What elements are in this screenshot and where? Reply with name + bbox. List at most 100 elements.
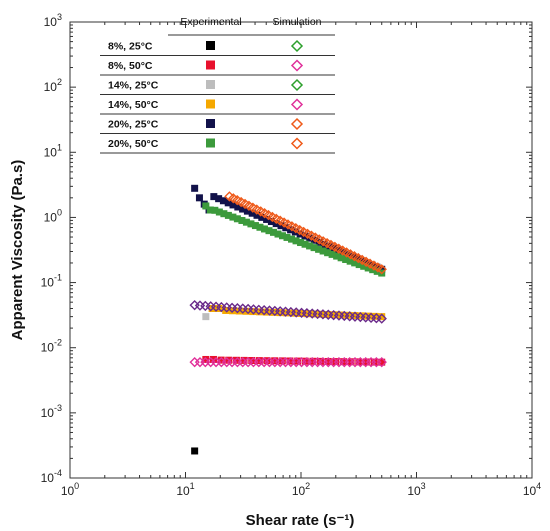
experimental-point: [215, 195, 223, 203]
legend-experimental-swatch: [206, 119, 215, 128]
simulation-point: [376, 264, 387, 275]
legend-row-label: 14%, 25°C: [108, 80, 159, 92]
experimental-point: [288, 235, 296, 243]
axis-ticks: [69, 21, 533, 479]
x-tick-label: 100: [61, 481, 79, 498]
experimental-point: [378, 265, 386, 273]
experimental-point: [238, 216, 246, 224]
legend-row-label: 20%, 50°C: [108, 138, 159, 150]
experimental-point: [274, 230, 282, 238]
experimental-point: [232, 356, 240, 364]
experimental-point: [276, 309, 284, 317]
x-axis-title: Shear rate (s⁻¹): [246, 512, 355, 529]
experimental-point: [330, 311, 338, 319]
experimental-point: [337, 254, 345, 262]
experimental-point: [258, 213, 266, 221]
y-tick-label: 100: [44, 207, 62, 224]
experimental-point: [243, 207, 251, 215]
legend-row-label: 8%, 25°C: [108, 41, 153, 53]
experimental-point: [202, 355, 210, 363]
legend-simulation-swatch: [290, 137, 304, 150]
experimental-point: [324, 249, 332, 257]
legend-simulation-swatch: [290, 59, 304, 72]
experimental-point: [282, 224, 290, 232]
experimental-point: [206, 206, 214, 214]
experimental-point: [248, 209, 256, 217]
y-tick-label: 10-2: [41, 338, 62, 355]
experimental-point: [242, 218, 250, 226]
y-tick-label: 10-1: [41, 273, 62, 290]
experimental-point: [357, 312, 365, 320]
experimental-point: [369, 266, 377, 274]
y-tick-label: 102: [44, 77, 62, 94]
experimental-point: [378, 313, 386, 321]
data-marks: [189, 184, 387, 455]
experimental-point: [315, 245, 323, 253]
experimental-point: [354, 255, 362, 263]
simulation-point: [189, 356, 200, 368]
legend: Experimental Simulation 8%, 25°C 8%, 50°C…: [100, 16, 335, 154]
experimental-point: [229, 201, 237, 209]
experimental-point: [234, 203, 242, 211]
experimental-point: [211, 206, 219, 214]
x-tick-label: 104: [523, 481, 541, 498]
legend-header-simulation: Simulation: [272, 16, 321, 28]
experimental-point: [269, 308, 277, 316]
experimental-point: [283, 233, 291, 241]
experimental-point: [247, 220, 255, 228]
experimental-point: [378, 358, 386, 366]
experimental-point: [210, 193, 218, 201]
experimental-point: [229, 213, 237, 221]
experimental-point: [240, 356, 248, 364]
y-tick-label: 10-4: [41, 468, 62, 485]
legend-simulation-swatch: [290, 117, 304, 131]
experimental-point: [219, 197, 227, 205]
experimental-point: [330, 245, 338, 253]
experimental-point: [346, 257, 354, 265]
experimental-point: [333, 252, 341, 260]
experimental-point: [286, 357, 294, 365]
experimental-point: [370, 358, 378, 366]
experimental-point: [277, 222, 285, 230]
experimental-point: [364, 264, 372, 272]
experimental-point: [301, 240, 309, 248]
experimental-point: [303, 310, 311, 318]
experimental-point: [267, 218, 275, 226]
experimental-point: [255, 357, 263, 365]
experimental-point: [360, 262, 368, 270]
experimental-point: [253, 211, 261, 219]
x-tick-label: 101: [176, 481, 194, 498]
experimental-point: [292, 237, 300, 245]
legend-experimental-swatch: [206, 60, 215, 70]
experimental-point: [191, 184, 199, 192]
experimental-point: [306, 242, 314, 250]
legend-row-label: 20%, 25°C: [108, 119, 159, 131]
experimental-point: [279, 232, 287, 240]
experimental-point: [269, 228, 277, 236]
experimental-point: [309, 357, 317, 365]
x-tick-label: 103: [407, 481, 425, 498]
y-axis-title: Apparent Viscosity (Pa.s): [9, 160, 26, 341]
legend-header-experimental: Experimental: [180, 16, 241, 28]
legend-experimental-swatch: [206, 80, 215, 89]
experimental-point: [256, 308, 264, 316]
experimental-point: [215, 208, 223, 216]
legend-experimental-swatch: [206, 41, 215, 50]
experimental-point: [342, 255, 350, 263]
experimental-point: [328, 250, 336, 258]
experimental-point: [224, 199, 232, 207]
experimental-point: [319, 247, 327, 255]
experimental-point: [217, 356, 225, 364]
legend-row-label: 8%, 50°C: [108, 60, 153, 72]
experimental-point: [355, 261, 363, 269]
y-tick-label: 103: [44, 12, 62, 29]
y-tick-label: 101: [44, 142, 62, 159]
experimental-point: [297, 239, 305, 247]
experimental-point: [324, 357, 332, 365]
simulation-point: [376, 313, 387, 324]
legend-simulation-swatch: [290, 78, 304, 92]
experimental-point: [224, 211, 232, 219]
experimental-point: [260, 225, 268, 233]
y-tick-label: 10-3: [41, 403, 62, 420]
